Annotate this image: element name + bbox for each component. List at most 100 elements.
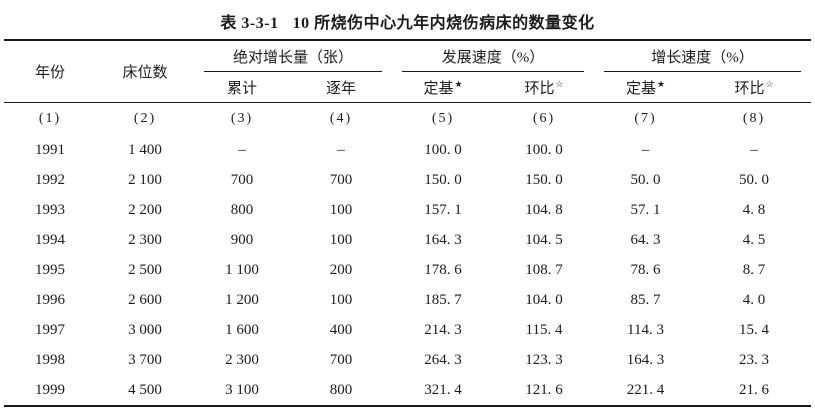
value-cell: 221. 4 xyxy=(626,381,665,398)
value-cell: 185. 7 xyxy=(424,291,462,308)
value-cell: 164. 3 xyxy=(626,351,665,368)
table-row: 1992 2 100 700 700 150. 0 150. 0 50. 0 50. 0 xyxy=(4,165,811,195)
value-cell: 900 xyxy=(230,231,254,248)
col-subheader-label: 逐年 xyxy=(326,80,357,97)
table-row: 1991 1 400 – – 100. 0 100. 0 – – xyxy=(4,135,811,165)
table-title-text: 10 所烧伤中心九年内烧伤病床的数量变化 xyxy=(292,15,595,32)
value-cell: 150. 0 xyxy=(525,171,563,188)
col-header-beds: 床位数 xyxy=(96,40,194,103)
value-cell: 100 xyxy=(329,231,353,248)
value-cell: 104. 0 xyxy=(525,291,563,308)
table-title: 表 3-3-1 10 所烧伤中心九年内烧伤病床的数量变化 xyxy=(0,0,815,33)
col-number-cell: (1) xyxy=(38,111,62,126)
value-cell: 2 500 xyxy=(128,261,162,278)
col-subheader-label: 累计 xyxy=(226,80,257,97)
value-cell: 4. 0 xyxy=(742,291,766,308)
col-group-growth-speed: 增长速度（%） xyxy=(594,40,811,72)
value-cell: 104. 8 xyxy=(525,201,563,218)
year-cell: 1999 xyxy=(35,381,65,398)
col-subheader: 定基★ xyxy=(594,72,698,103)
value-cell: 21. 6 xyxy=(739,381,770,398)
col-group-absolute-growth: 绝对增长量（张） xyxy=(194,40,392,72)
value-cell: 700 xyxy=(230,171,254,188)
value-cell: 1 200 xyxy=(225,291,259,308)
value-cell: 57. 1 xyxy=(630,201,661,218)
table-row: 1997 3 000 1 600 400 214. 3 115. 4 114. 3 15. 4 xyxy=(4,315,811,345)
value-cell: 100 xyxy=(329,201,353,218)
table-body: 1991 1 400 – – 100. 0 100. 0 – – 1992 2 100 700 700… xyxy=(4,135,811,406)
value-cell: 64. 3 xyxy=(630,231,661,248)
value-cell: 1 600 xyxy=(225,321,259,338)
year-cell: 1996 xyxy=(35,291,65,308)
sub-header-row: 累计 逐年 定基★ 环比☆ 定基★ 环比☆ xyxy=(4,72,812,103)
value-cell: 2 300 xyxy=(128,231,162,248)
year-cell: 1995 xyxy=(35,261,65,278)
value-cell: 3 700 xyxy=(128,351,162,368)
col-subheader-label: 定基 xyxy=(625,80,656,97)
value-cell: 3 000 xyxy=(128,321,162,338)
table-row: 1999 4 500 3 100 800 321. 4 121. 6 221. 4 21. 6 xyxy=(4,375,811,406)
col-number-cell: (2) xyxy=(133,111,157,126)
col-subheader: 定基★ xyxy=(392,72,495,103)
col-number-body: (1) (2) (3) (4) (5) (6) (7) (8) xyxy=(4,103,811,136)
col-subheader: 环比☆ xyxy=(697,72,812,103)
value-cell: 108. 7 xyxy=(525,261,563,278)
value-cell: 2 600 xyxy=(128,291,162,308)
col-number-cell: (7) xyxy=(634,111,657,126)
col-number-cell: (8) xyxy=(742,111,766,126)
col-subheader-label: 定基 xyxy=(423,80,454,97)
value-cell: – xyxy=(750,141,758,158)
value-cell: 700 xyxy=(329,351,353,368)
table-row: 1998 3 700 2 300 700 264. 3 123. 3 164. 3 23. 3 xyxy=(4,345,811,375)
year-cell: 1993 xyxy=(35,201,65,218)
year-cell: 1997 xyxy=(35,321,65,338)
value-cell: 178. 6 xyxy=(424,261,462,278)
value-cell: 164. 3 xyxy=(424,231,462,248)
value-cell: 1 100 xyxy=(225,261,259,278)
value-cell: 3 100 xyxy=(225,381,259,398)
value-cell: 50. 0 xyxy=(630,171,661,188)
value-cell: 214. 3 xyxy=(424,321,462,338)
value-cell: 100. 0 xyxy=(525,141,563,158)
col-number-cell: (3) xyxy=(230,111,254,126)
value-cell: 264. 3 xyxy=(424,351,462,368)
value-cell: 104. 5 xyxy=(525,231,563,248)
value-cell: 23. 3 xyxy=(739,351,770,368)
value-cell: 1 400 xyxy=(128,141,162,158)
col-subheader-label: 环比 xyxy=(734,80,765,97)
col-subheader: 逐年 xyxy=(290,72,393,103)
value-cell: 800 xyxy=(230,201,254,218)
table-header: 年份 床位数 绝对增长量（张） 发展速度（%） 增长速度（%） 累计 逐年 定基★ 环… xyxy=(4,40,812,103)
value-cell: 78. 6 xyxy=(630,261,661,278)
footnote-star-mark: ★ xyxy=(656,78,666,89)
year-cell: 1994 xyxy=(35,231,65,248)
value-cell: 150. 0 xyxy=(424,171,462,188)
year-cell: 1998 xyxy=(35,351,65,368)
value-cell: 8. 7 xyxy=(742,261,766,278)
value-cell: 100. 0 xyxy=(424,141,462,158)
value-cell: 121. 6 xyxy=(525,381,563,398)
table-row: 1995 2 500 1 100 200 178. 6 108. 7 78. 6 8. 7 xyxy=(4,255,811,285)
value-cell: 85. 7 xyxy=(630,291,661,308)
value-cell: 2 300 xyxy=(225,351,259,368)
value-cell: 800 xyxy=(329,381,353,398)
col-number-cell: (5) xyxy=(431,111,455,126)
col-group-development-speed: 发展速度（%） xyxy=(392,40,594,72)
col-subheader-label: 环比 xyxy=(524,80,555,97)
col-number-cell: (6) xyxy=(532,111,556,126)
footnote-star-mark: ☆ xyxy=(555,78,564,89)
value-cell: 321. 4 xyxy=(424,381,462,398)
value-cell: 100 xyxy=(329,291,353,308)
col-subheader: 累计 xyxy=(194,72,290,103)
table-row: 1996 2 600 1 200 100 185. 7 104. 0 85. 7 4. 0 xyxy=(4,285,811,315)
year-cell: 1992 xyxy=(35,171,65,188)
col-number-cell: (4) xyxy=(329,111,353,126)
value-cell: 123. 3 xyxy=(525,351,563,368)
value-cell: 4. 5 xyxy=(742,231,766,248)
value-cell: 2 100 xyxy=(128,171,162,188)
value-cell: – xyxy=(337,141,345,158)
col-subheader: 环比☆ xyxy=(494,72,595,103)
footnote-star-mark: ★ xyxy=(454,78,463,89)
value-cell: 400 xyxy=(329,321,353,338)
